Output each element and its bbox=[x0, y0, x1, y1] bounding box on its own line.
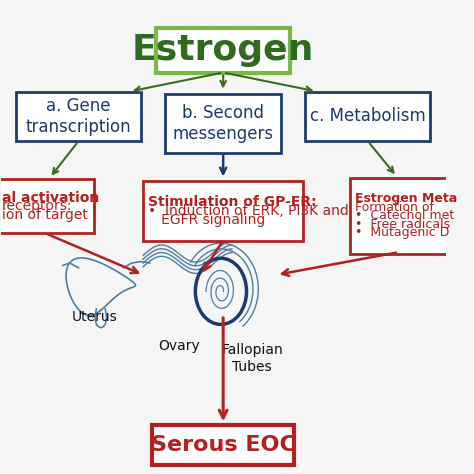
Text: •  Free radicals: • Free radicals bbox=[356, 218, 450, 231]
Text: a. Gene
transcription: a. Gene transcription bbox=[26, 97, 131, 136]
Bar bbox=[0, 179, 94, 234]
Text: •  Mutagenic D: • Mutagenic D bbox=[356, 226, 450, 239]
Text: Fallopian
Tubes: Fallopian Tubes bbox=[221, 343, 283, 374]
Bar bbox=[16, 91, 141, 141]
Bar bbox=[305, 91, 430, 141]
Text: •  Induction of ERK, PI3K and: • Induction of ERK, PI3K and bbox=[148, 204, 349, 218]
Text: Stimulation of GP-ER:: Stimulation of GP-ER: bbox=[148, 195, 317, 210]
Bar bbox=[165, 94, 281, 153]
Bar bbox=[350, 178, 448, 254]
Text: c. Metabolism: c. Metabolism bbox=[310, 108, 426, 126]
Text: receptors:: receptors: bbox=[1, 199, 72, 213]
Bar bbox=[143, 182, 303, 240]
Text: Serous EOC: Serous EOC bbox=[151, 435, 296, 455]
Text: EGFR signaling: EGFR signaling bbox=[148, 212, 265, 227]
Text: Estrogen: Estrogen bbox=[132, 33, 314, 67]
Text: Estrogen Meta: Estrogen Meta bbox=[356, 192, 457, 205]
Text: Ovary: Ovary bbox=[158, 338, 200, 353]
Bar bbox=[152, 425, 294, 465]
Text: Formation of: Formation of bbox=[356, 201, 434, 214]
Text: b. Second
messengers: b. Second messengers bbox=[173, 104, 273, 143]
Text: al activation: al activation bbox=[1, 191, 99, 205]
Bar bbox=[156, 28, 290, 73]
Text: •  Catechol met: • Catechol met bbox=[356, 209, 455, 222]
Text: Uterus: Uterus bbox=[71, 310, 117, 324]
Text: ion of target: ion of target bbox=[1, 208, 88, 222]
